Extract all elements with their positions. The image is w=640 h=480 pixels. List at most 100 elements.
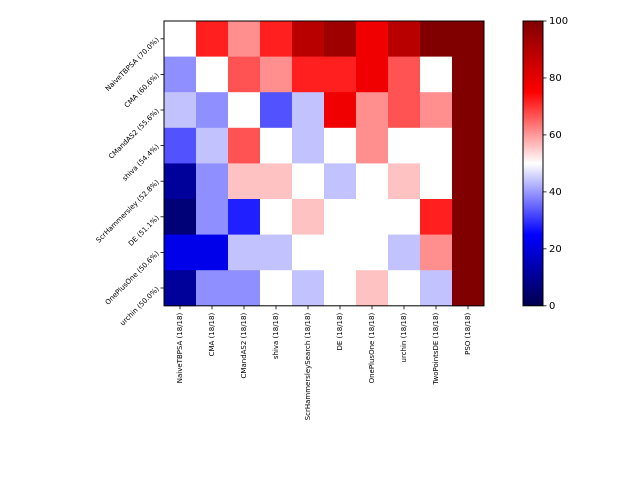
heatmap-cell [324,234,357,271]
heatmap-cell [356,21,389,57]
heatmap-cell [260,270,293,307]
colorbar-tick-label: 40 [549,187,562,198]
heatmap-cell [388,199,421,235]
heatmap-cell [292,56,325,93]
plot-frame [163,20,485,307]
heatmap-cell [228,92,261,129]
heatmap-cell [388,234,421,271]
heatmap-cell [228,234,261,271]
heatmap-cell [260,127,293,164]
heatmap-cell [260,234,293,271]
heatmap-cell [260,199,293,235]
heatmap-cell [292,92,325,129]
heatmap-cell [260,163,293,200]
heatmap-cell [324,163,357,200]
heatmap-cell [196,92,229,129]
heatmap-cell [420,234,453,271]
heatmap-cell [388,127,421,164]
heatmap-cell [388,163,421,200]
x-tick-label: ScrHammersleySearch (18/18) [304,313,312,421]
heatmap-cell [196,270,229,307]
colorbar-tick-label: 80 [549,73,562,84]
x-axis-ticks: NaiveTBPSA (18/18) CMA (18/18) CMandAS2 (1… [176,305,472,421]
heatmap-cell [388,21,421,57]
heatmap-cell [452,127,485,164]
heatmap-cell [260,21,293,57]
heatmap-cell [164,199,197,235]
heatmap-cell [228,199,261,235]
x-tick-label: CMA (18/18) [208,313,216,357]
x-tick-label: NaiveTBPSA (18/18) [176,313,184,384]
heatmap-cell [324,92,357,129]
heatmap-cell [292,163,325,200]
heatmap-cell [164,163,197,200]
heatmap-cell [452,56,485,93]
heatmap-cell [388,92,421,129]
heatmap-cell [292,199,325,235]
colorbar-tick-label: 20 [549,244,562,255]
heatmap-cell [292,270,325,307]
heatmap-cell [196,199,229,235]
heatmap-cell [420,92,453,129]
y-tick-label: ScrHammersley (52.8%) [95,178,161,244]
y-tick-label: CMA (60.6%) [123,71,161,109]
y-tick-label: shiva (54.4%) [121,143,161,183]
heatmap-cell [420,163,453,200]
x-tick-label: PSO (18/18) [464,313,472,355]
heatmap-cell [164,56,197,93]
x-tick-label: shiva (18/18) [272,313,280,360]
heatmap-cell [420,56,453,93]
heatmap-cell [388,270,421,307]
heatmap-cell [196,21,229,57]
heatmap-cell [292,127,325,164]
heatmap-cell [324,127,357,164]
heatmap-cell [164,234,197,271]
y-tick-label: DE (51.1%) [127,214,161,248]
heatmap-cell [388,56,421,93]
heatmap-cell [356,270,389,307]
heatmap-cell [196,56,229,93]
heatmap-cell [292,21,325,57]
heatmap-cell [452,21,485,57]
colorbar-tick-label: 100 [549,16,568,27]
heatmap-cell [356,127,389,164]
heatmap-cell [228,270,261,307]
x-tick-label: TwoPointsDE (18/18) [432,313,440,386]
colorbar-tick-label: 60 [549,130,562,141]
heatmap-cell [356,163,389,200]
y-tick-label: urchin (50.0%) [119,285,161,327]
heatmap-cell [260,56,293,93]
heatmap-cell [356,56,389,93]
x-tick-label: DE (18/18) [336,313,344,351]
colorbar [522,20,544,307]
heatmap-cell [324,21,357,57]
heatmap-cell [452,163,485,200]
heatmap-cell [164,92,197,129]
heatmap-cell [324,56,357,93]
x-tick-label: OnePlusOne (18/18) [368,313,376,384]
heatmap-cells [164,21,485,307]
heatmap-cell [420,21,453,57]
heatmap-cell [260,92,293,129]
heatmap-cell [420,127,453,164]
heatmap-cell [420,270,453,307]
heatmap-cell [452,92,485,129]
heatmap-cell [356,234,389,271]
heatmap-cell [452,234,485,271]
heatmap-cell [324,270,357,307]
heatmap-cell [228,21,261,57]
heatmap-cell [452,270,485,307]
heatmap-cell [356,92,389,129]
heatmap-cell [196,163,229,200]
heatmap-cell [324,199,357,235]
heatmap-cell [452,199,485,235]
heatmap-cell [228,163,261,200]
heatmap-cell [164,127,197,164]
colorbar-tick-label: 0 [549,301,555,312]
colorbar-ticks: 0 20 40 60 80 100 [543,16,568,312]
heatmap-cell [228,56,261,93]
heatmap-cell [356,199,389,235]
x-tick-label: CMandAS2 (18/18) [240,313,248,379]
heatmap-cell [292,234,325,271]
